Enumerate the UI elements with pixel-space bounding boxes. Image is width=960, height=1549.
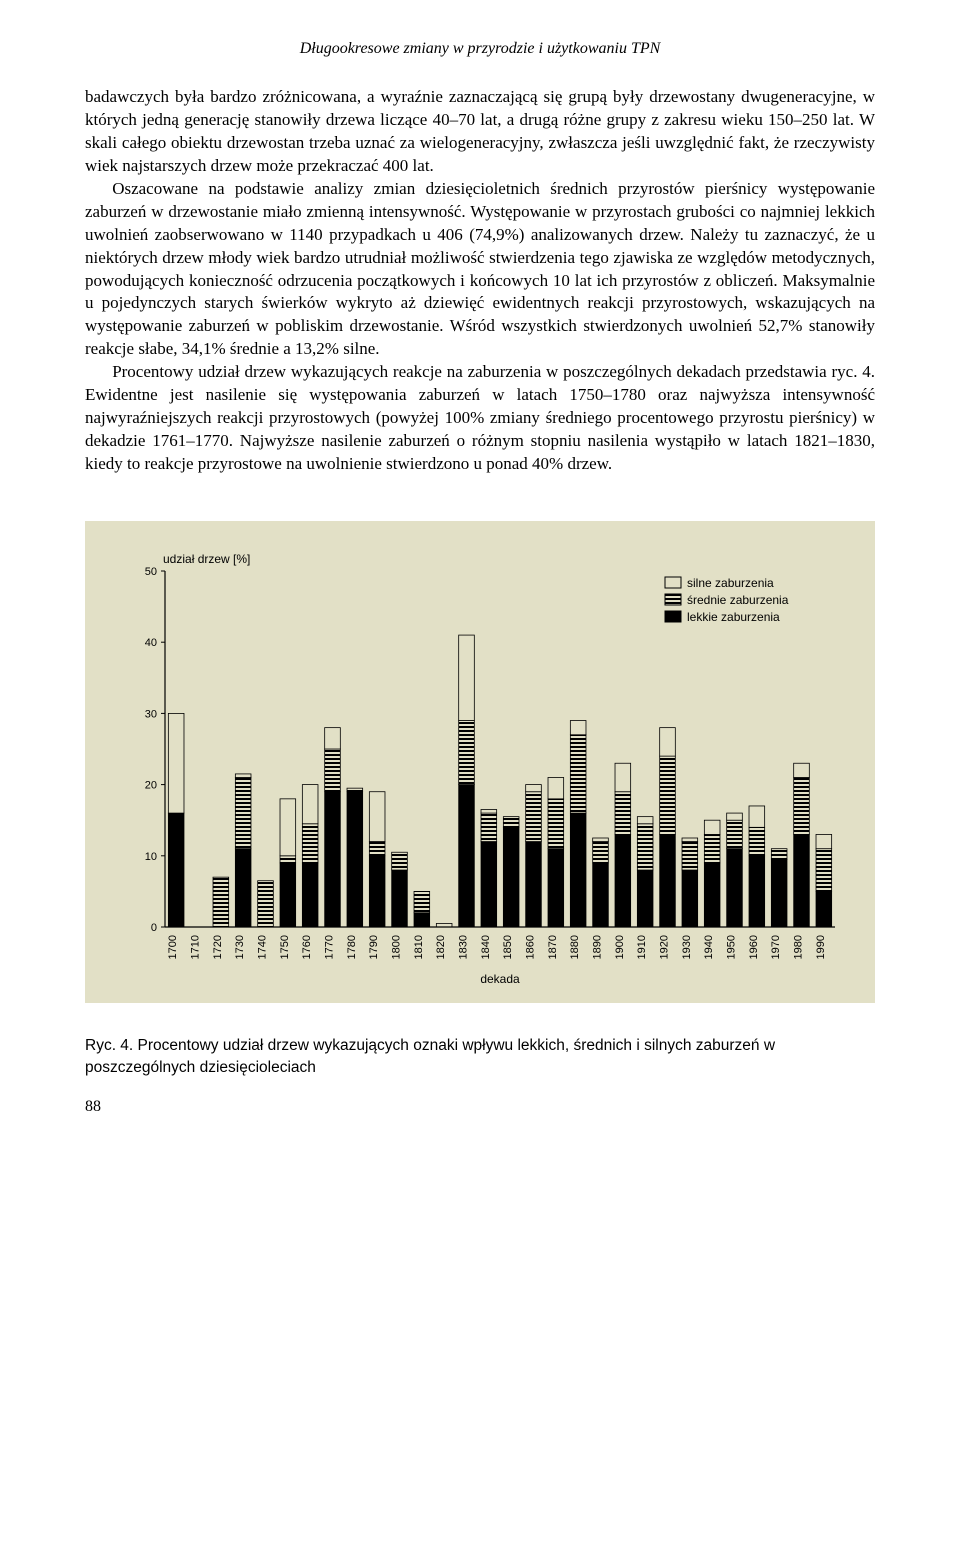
caption-prefix: Ryc. 4. [85, 1037, 138, 1054]
svg-text:1910: 1910 [636, 935, 648, 959]
svg-text:0: 0 [151, 922, 157, 934]
svg-text:1860: 1860 [525, 935, 537, 959]
svg-text:40: 40 [145, 637, 157, 649]
svg-text:1750: 1750 [279, 935, 291, 959]
svg-text:1840: 1840 [480, 935, 492, 959]
svg-text:1800: 1800 [391, 935, 403, 959]
page-number: 88 [85, 1098, 875, 1116]
svg-text:1780: 1780 [346, 935, 358, 959]
svg-text:1920: 1920 [659, 935, 671, 959]
svg-text:1960: 1960 [748, 935, 760, 959]
svg-text:1700: 1700 [167, 935, 179, 959]
paragraph-2: Oszacowane na podstawie analizy zmian dz… [85, 178, 875, 362]
svg-text:1870: 1870 [547, 935, 559, 959]
running-head: Długookresowe zmiany w przyrodzie i użyt… [85, 40, 875, 58]
svg-text:1930: 1930 [681, 935, 693, 959]
svg-text:1880: 1880 [569, 935, 581, 959]
page: Długookresowe zmiany w przyrodzie i użyt… [0, 0, 960, 1146]
figure-caption: Ryc. 4. Procentowy udział drzew wykazują… [85, 1035, 875, 1080]
svg-text:1730: 1730 [234, 935, 246, 959]
svg-text:1830: 1830 [458, 935, 470, 959]
svg-text:1710: 1710 [190, 935, 202, 959]
svg-text:lekkie zaburzenia: lekkie zaburzenia [687, 610, 780, 624]
svg-text:30: 30 [145, 708, 157, 720]
svg-text:10: 10 [145, 851, 157, 863]
svg-text:1940: 1940 [703, 935, 715, 959]
svg-text:20: 20 [145, 780, 157, 792]
body-text: badawczych była bardzo zróżnicowana, a w… [85, 86, 875, 476]
svg-text:dekada: dekada [480, 972, 520, 986]
svg-text:1790: 1790 [368, 935, 380, 959]
svg-text:1740: 1740 [257, 935, 269, 959]
svg-text:udział drzew [%]: udział drzew [%] [163, 552, 250, 566]
svg-text:1950: 1950 [726, 935, 738, 959]
svg-text:średnie zaburzenia: średnie zaburzenia [687, 593, 789, 607]
paragraph-1: badawczych była bardzo zróżnicowana, a w… [85, 86, 875, 178]
svg-text:1760: 1760 [301, 935, 313, 959]
figure-4-chart: udział drzew [%] 0 10 20 30 40 50 1700 1710 1720 1… [85, 521, 875, 1003]
svg-text:50: 50 [145, 566, 157, 578]
svg-text:silne zaburzenia: silne zaburzenia [687, 576, 774, 590]
svg-text:1850: 1850 [502, 935, 514, 959]
svg-text:1990: 1990 [815, 935, 827, 959]
svg-text:1770: 1770 [324, 935, 336, 959]
svg-text:1720: 1720 [212, 935, 224, 959]
svg-text:1820: 1820 [435, 935, 447, 959]
chart-svg: udział drzew [%] 0 10 20 30 40 50 1700 1710 1720 1… [115, 549, 845, 989]
svg-text:1900: 1900 [614, 935, 626, 959]
svg-text:1970: 1970 [770, 935, 782, 959]
svg-text:1890: 1890 [592, 935, 604, 959]
caption-text: Procentowy udział drzew wykazujących ozn… [85, 1037, 775, 1076]
svg-text:1980: 1980 [793, 935, 805, 959]
paragraph-3: Procentowy udział drzew wykazujących rea… [85, 361, 875, 476]
svg-text:1810: 1810 [413, 935, 425, 959]
